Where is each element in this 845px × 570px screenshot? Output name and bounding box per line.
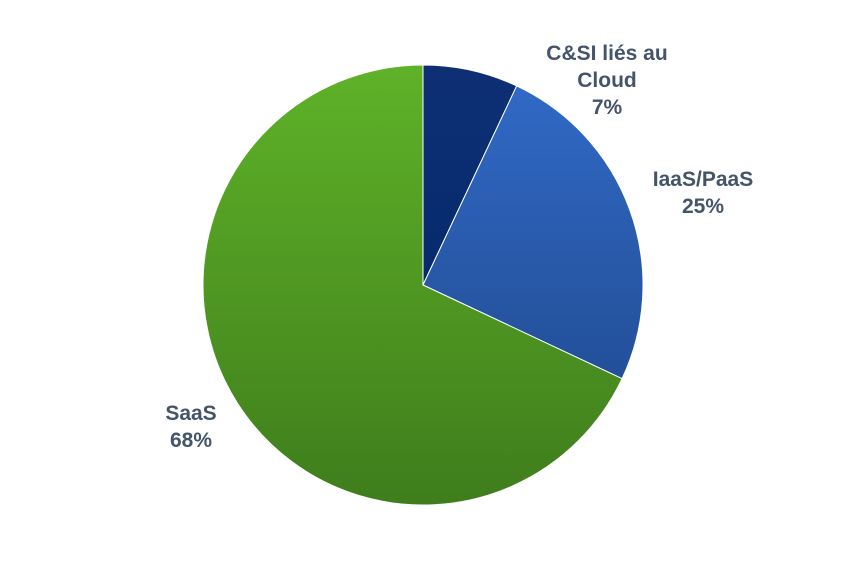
slice-iaas-paas-label: IaaS/PaaS 25% <box>653 168 753 218</box>
slice-csi-cloud-percent: 7% <box>592 96 623 119</box>
pie-slices <box>202 64 644 506</box>
slice-saas <box>202 64 623 506</box>
pie-labels: C&SI liés au Cloud 7% IaaS/PaaS 25% SaaS 68% <box>165 42 753 452</box>
slice-saas-percent: 68% <box>170 429 212 452</box>
slice-saas-label: SaaS 68% <box>165 402 216 452</box>
slice-csi-cloud-label: C&SI liés au Cloud 7% <box>546 42 667 119</box>
slice-iaas-paas-percent: 25% <box>682 195 724 218</box>
slice-iaas-paas <box>422 85 644 380</box>
